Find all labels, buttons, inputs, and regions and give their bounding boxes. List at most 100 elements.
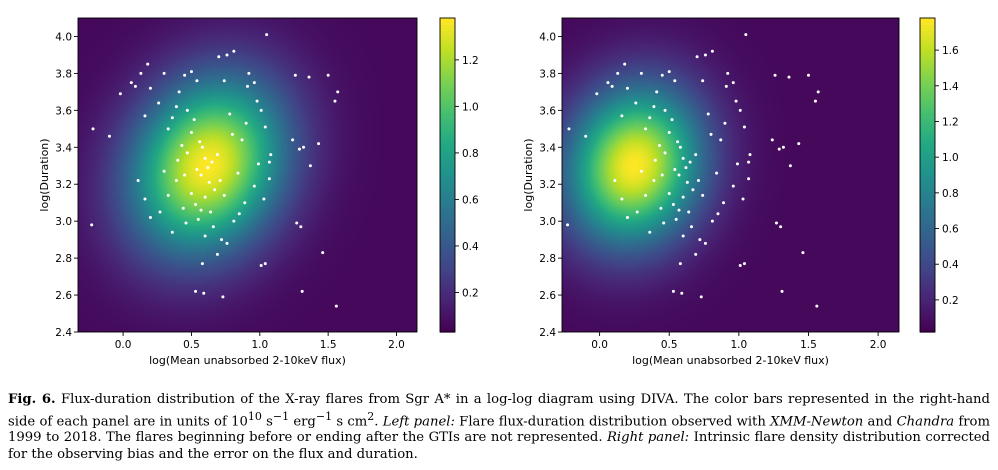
colorbar-segment xyxy=(440,328,455,333)
colorbar-segment xyxy=(920,278,935,283)
flare-point xyxy=(157,101,161,105)
flare-point xyxy=(302,145,306,149)
flare-point xyxy=(236,171,240,175)
flare-point xyxy=(218,179,222,183)
colorbar-segment xyxy=(920,18,935,22)
flare-point xyxy=(770,138,774,142)
colorbar-segment xyxy=(440,288,455,292)
colorbar-segment xyxy=(440,21,455,25)
flare-point xyxy=(719,138,723,142)
flare-point xyxy=(652,105,656,109)
flare-point xyxy=(170,116,174,120)
colorbar-segment xyxy=(440,124,455,129)
colorbar-segment xyxy=(920,153,935,157)
flare-point xyxy=(806,73,810,77)
caption-unit-cm: s cm xyxy=(332,413,368,429)
figure: 0.0 0.5 1.0 1.5 2.0 2.4 2.6 2.8 3.0 3.2 3.4 3.6 3.8 4… xyxy=(38,17,959,367)
caption-and: and xyxy=(863,413,897,429)
colorbar-segment xyxy=(920,156,935,160)
flare-point xyxy=(195,79,199,83)
colorbar-segment xyxy=(920,196,935,201)
colorbar-segment xyxy=(920,68,935,72)
colorbar-segment xyxy=(920,30,935,35)
colorbar-segment xyxy=(920,33,935,38)
flare-point xyxy=(667,131,671,135)
colorbar-segment xyxy=(440,303,455,308)
flare-point xyxy=(244,121,248,125)
flare-point xyxy=(698,238,702,242)
flare-point xyxy=(657,143,661,147)
colorbar-segment xyxy=(440,234,455,239)
flare-point xyxy=(747,177,751,181)
colorbar-segment xyxy=(920,74,935,79)
colorbar-segment xyxy=(920,184,935,189)
colorbar-segment xyxy=(920,77,935,82)
colorbar-segment xyxy=(920,256,935,261)
flare-point xyxy=(217,55,221,59)
colorbar-segment xyxy=(920,99,935,104)
colorbar-tick-label: 0.2 xyxy=(942,295,959,307)
flare-point xyxy=(200,145,204,149)
flare-point xyxy=(297,147,301,151)
flare-point xyxy=(326,73,330,77)
colorbar-segment xyxy=(440,313,455,317)
colorbar-segment xyxy=(440,222,455,226)
colorbar-segment xyxy=(920,200,935,204)
y-tick-label: 3.6 xyxy=(539,105,556,117)
colorbar-segment xyxy=(920,96,935,101)
flare-point xyxy=(196,217,200,221)
flare-point xyxy=(690,225,694,229)
flare-point xyxy=(194,289,198,293)
x-tick-label: 1.5 xyxy=(800,339,817,351)
colorbar-segment xyxy=(920,21,935,25)
flare-point xyxy=(694,252,698,256)
flare-point xyxy=(321,251,325,255)
colorbar-segment xyxy=(920,46,935,50)
colorbar-segment xyxy=(920,190,935,195)
flare-point xyxy=(696,179,700,183)
flare-point xyxy=(195,167,199,171)
flare-point xyxy=(225,53,229,57)
flare-point xyxy=(243,201,247,205)
colorbar-segment xyxy=(440,175,455,179)
colorbar-segment xyxy=(440,105,455,110)
y-axis-label: log(Duration) xyxy=(38,138,51,211)
colorbar-tick-label: 0.4 xyxy=(942,259,959,271)
flare-point xyxy=(815,304,819,308)
flare-point xyxy=(143,114,147,118)
flare-point xyxy=(663,108,667,112)
flare-point xyxy=(300,289,304,293)
flare-point xyxy=(336,90,340,94)
colorbar-segment xyxy=(440,168,455,173)
colorbar-segment xyxy=(920,237,935,242)
flare-point xyxy=(620,114,624,118)
right-panel: 0.0 0.5 1.0 1.5 2.0 2.4 2.6 2.8 3.0 3.2 3.4 3.6 3.8 4… xyxy=(522,17,959,367)
flare-point xyxy=(671,203,675,207)
flare-point xyxy=(780,289,784,293)
flare-point xyxy=(185,108,189,112)
y-tick-label: 2.4 xyxy=(539,327,556,339)
flare-point xyxy=(667,70,671,74)
colorbar-segment xyxy=(920,105,935,110)
left-panel: 0.0 0.5 1.0 1.5 2.0 2.4 2.6 2.8 3.0 3.2 3.4 3.6 3.8 4… xyxy=(38,17,479,367)
colorbar-segment xyxy=(440,250,455,255)
colorbar-segment xyxy=(440,325,455,330)
flare-point xyxy=(652,179,656,183)
colorbar-segment xyxy=(920,112,935,116)
flare-point xyxy=(797,142,801,146)
colorbar-segment xyxy=(440,49,455,54)
colorbar-segment xyxy=(440,196,455,201)
colorbar-segment xyxy=(440,300,455,305)
y-tick-label: 3.8 xyxy=(539,68,556,80)
colorbar-segment xyxy=(920,131,935,135)
flare-point xyxy=(677,208,681,212)
colorbar-segment xyxy=(920,215,935,220)
flare-point xyxy=(722,201,726,205)
flare-point xyxy=(176,158,180,162)
flare-point xyxy=(644,193,648,197)
colorbar-segment xyxy=(440,162,455,167)
flare-point xyxy=(255,99,259,103)
flare-point xyxy=(143,197,147,201)
flare-point xyxy=(210,160,214,164)
caption-unit-cm-exp: 2 xyxy=(367,409,375,423)
